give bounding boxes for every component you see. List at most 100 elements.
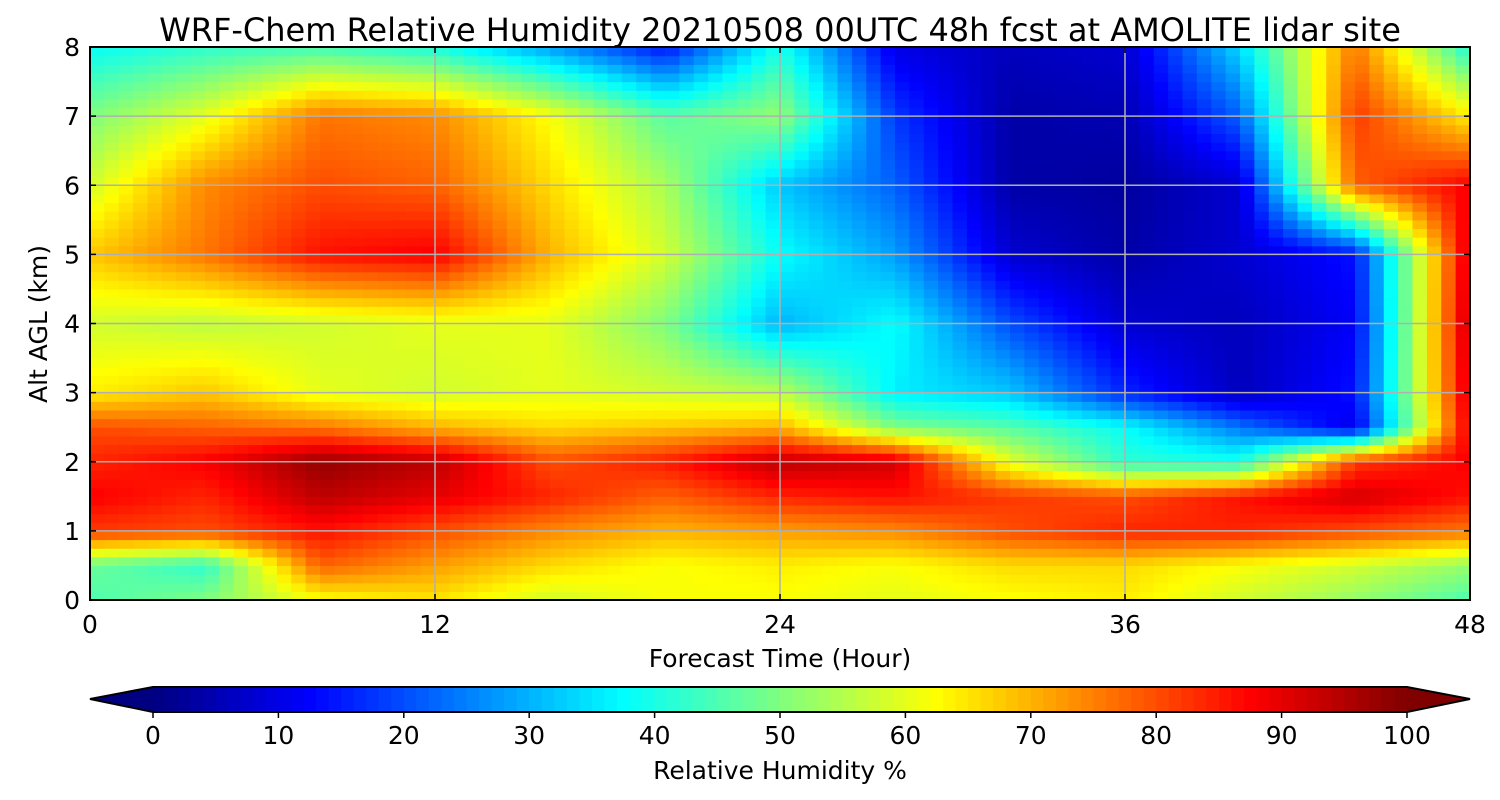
heat-cell [391,539,407,549]
heat-cell [1455,435,1470,446]
heat-cell [1326,487,1342,497]
heat-cell [276,219,292,230]
heat-cell [909,470,925,480]
heat-cell [147,332,163,342]
heat-cell [808,504,824,515]
heat-cell [1398,167,1414,178]
heat-cell [176,479,192,489]
heat-cell [722,358,738,368]
heat-cell [118,297,134,307]
heat-cell [909,383,925,394]
heat-cell [1096,254,1112,264]
heat-cell [736,409,752,420]
heat-cell [248,185,264,195]
heat-cell [880,530,896,541]
heat-cell [506,461,522,471]
heat-cell [1455,306,1470,316]
heat-cell [1383,159,1399,169]
heat-cell [118,574,134,584]
heat-cell [334,228,350,238]
heat-cell [1254,487,1270,497]
heat-cell [1326,159,1342,169]
heat-cell [923,539,939,549]
heat-cell [1326,435,1342,446]
heat-cell [1067,150,1083,160]
heat-cell [219,504,235,515]
heat-cell [291,435,307,446]
heat-cell [751,530,767,541]
heat-cell [1426,150,1442,160]
heat-cell [593,565,609,575]
heat-cell [391,159,407,169]
heat-cell [1268,263,1284,273]
heat-cell [722,245,738,255]
heat-cell [420,504,436,515]
heat-cell [1340,582,1356,592]
heat-cell [492,202,508,212]
heat-cell [1182,288,1198,299]
heat-cell [708,461,724,471]
heat-cell [233,461,249,471]
heat-cell [650,159,666,169]
heat-cell [1326,167,1342,178]
heat-cell [751,254,767,264]
heat-cell [1369,211,1385,221]
heat-cell [420,375,436,385]
heat-cell [837,453,853,463]
heat-cell [1081,254,1097,264]
heat-cell [564,297,580,307]
heat-cell [909,245,925,255]
heat-cell [708,237,724,247]
heat-cell [1441,159,1457,169]
heat-cell [981,150,997,160]
heat-cell [1326,340,1342,351]
heat-cell [147,565,163,575]
heat-cell [909,375,925,385]
heat-cell [1010,418,1025,428]
heat-cell [1311,539,1327,549]
heat-cell [104,185,120,195]
heat-cell [593,366,609,376]
heat-cell [866,565,882,575]
heat-cell [650,383,666,394]
heat-cell [1024,202,1040,212]
heat-cell [1096,530,1112,541]
heat-cell [406,453,422,463]
heat-cell [722,435,738,446]
heat-cell [1268,539,1284,549]
heat-cell [334,418,350,428]
heat-cell [1168,401,1184,411]
heat-cell [1168,504,1184,515]
heat-cell [736,366,752,376]
heat-cell [276,340,292,351]
heat-cell [1211,202,1227,212]
heat-cell [1196,504,1212,515]
heat-cell [377,582,393,592]
heat-cell [248,530,264,541]
heat-cell [262,280,278,290]
heat-cell [621,574,637,584]
heat-cell [693,496,709,506]
heat-cell [636,358,652,368]
heat-cell [391,271,407,281]
heat-cell [564,539,580,549]
heat-cell [693,237,709,247]
heat-cell [564,504,580,515]
heat-cell [837,349,853,359]
heat-cell [952,453,968,463]
heat-cell [708,444,724,454]
heat-cell [219,574,235,584]
heat-cell [751,349,767,359]
heat-cell [435,556,450,567]
heat-cell [808,314,824,325]
heat-cell [923,556,939,567]
heat-cell [880,202,896,212]
heat-cell [435,530,450,541]
heat-cell [133,297,149,307]
heat-cell [1441,392,1457,402]
heat-cell [161,427,177,437]
heat-cell [736,496,752,506]
heat-cell [1024,254,1040,264]
heat-cell [133,591,149,600]
heat-cell [837,392,853,402]
